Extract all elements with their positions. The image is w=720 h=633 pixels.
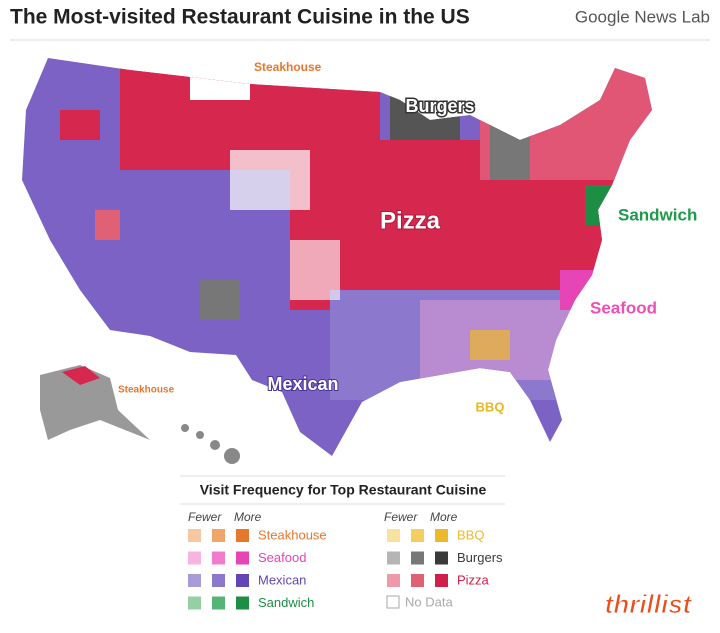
legend-label: Mexican <box>258 572 306 587</box>
legend-fewer: Fewer <box>384 510 418 524</box>
legend-swatch <box>188 529 201 542</box>
legend-swatch <box>236 574 249 587</box>
legend-label: Pizza <box>457 572 490 587</box>
legend-swatch <box>212 551 225 565</box>
legend-swatch <box>188 596 201 610</box>
legend-fewer: Fewer <box>188 510 222 524</box>
legend-swatch <box>387 529 400 542</box>
map-label: Mexican <box>267 374 338 394</box>
legend-label: Burgers <box>457 550 503 565</box>
legend-swatch <box>212 529 225 542</box>
legend-swatch <box>387 574 400 587</box>
legend-swatch <box>236 529 249 542</box>
legend-swatch <box>435 529 448 542</box>
legend-swatch <box>411 529 424 542</box>
hawaii <box>181 424 240 464</box>
legend-more: More <box>234 510 262 524</box>
legend-label: Seafood <box>258 550 306 565</box>
legend-swatch <box>411 551 424 565</box>
legend-label: Sandwich <box>258 595 314 610</box>
title: The Most-visited Restaurant Cuisine in t… <box>10 6 470 29</box>
legend-swatch <box>411 574 424 587</box>
legend-swatch <box>435 574 448 587</box>
legend-swatch <box>212 574 225 587</box>
legend-swatch <box>188 551 201 565</box>
legend-label: Steakhouse <box>258 527 327 542</box>
no-data-label: No Data <box>405 594 453 609</box>
legend-swatch <box>236 596 249 610</box>
legend-swatch <box>435 551 448 565</box>
legend-swatch <box>188 574 201 587</box>
legend-label: BBQ <box>457 527 484 542</box>
map-labels: Steakhouse Burgers Pizza Sandwich Seafoo… <box>118 60 699 414</box>
map-label: Steakhouse <box>254 60 322 74</box>
brand: Google News Lab <box>575 7 710 26</box>
map-label: BBQ <box>476 399 505 414</box>
logo: thrillist <box>605 589 693 619</box>
legend-title: Visit Frequency for Top Restaurant Cuisi… <box>200 482 487 498</box>
no-data-swatch <box>386 595 400 609</box>
map-label: Steakhouse <box>118 385 175 396</box>
legend: Steakhouse Seafood Mexican Sandwich BBQ Burge… <box>188 527 503 610</box>
legend-swatch <box>387 551 400 565</box>
alaska <box>40 365 150 440</box>
legend-more: More <box>430 510 458 524</box>
legend-swatch <box>212 596 225 610</box>
alaska-region <box>62 366 100 385</box>
map-label: Pizza <box>380 207 441 234</box>
map-label: Burgers <box>405 96 474 116</box>
legend-swatch <box>236 551 249 565</box>
map-label: Sandwich <box>618 205 697 224</box>
map-label: Seafood <box>590 298 657 317</box>
